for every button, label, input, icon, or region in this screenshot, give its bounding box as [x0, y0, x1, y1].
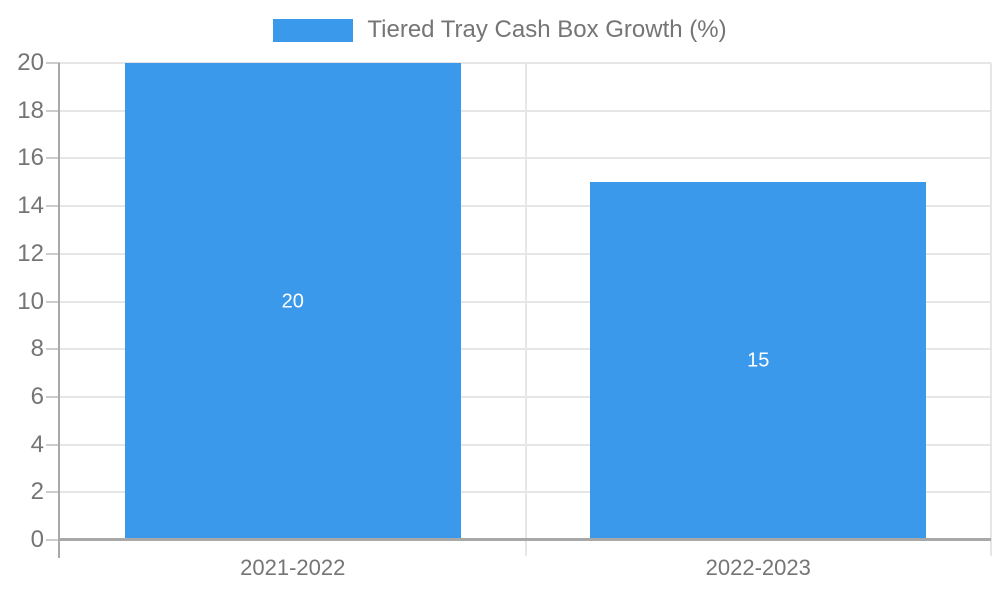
- y-tick-mark-20: [46, 62, 60, 64]
- x-axis-line: [60, 538, 991, 541]
- y-tick-label-12: 12: [17, 239, 44, 267]
- x-tick-label-2022-2023: 2022-2023: [705, 555, 811, 580]
- y-tick-mark-14: [46, 205, 60, 208]
- y-tick-mark-8: [46, 348, 60, 351]
- y-tick-mark-4: [46, 443, 60, 446]
- chart-legend[interactable]: Tiered Tray Cash Box Growth (%): [0, 16, 1000, 44]
- y-axis-labels: 0 2 4 6 8 10 12 14 16 18 20: [0, 51, 60, 552]
- y-tick-mark-18: [46, 109, 60, 112]
- plot-area: 20 15: [58, 62, 992, 558]
- y-tick-label-0: 0: [30, 526, 44, 553]
- y-tick-label-8: 8: [30, 335, 44, 363]
- y-tick-label-20: 20: [17, 49, 44, 76]
- legend-label: Tiered Tray Cash Box Growth (%): [367, 16, 727, 43]
- y-tick-label-6: 6: [30, 382, 44, 410]
- y-axis-line: [58, 63, 60, 558]
- x-tick-label-2021-2022: 2021-2022: [240, 555, 346, 580]
- bar-2022-2023: 15: [590, 182, 927, 540]
- y-tick-label-2: 2: [30, 478, 44, 506]
- y-tick-label-4: 4: [30, 430, 44, 458]
- y-tick-label-18: 18: [17, 96, 44, 124]
- y-tick-mark-16: [46, 157, 60, 160]
- legend-swatch: [273, 18, 354, 42]
- y-tick-mark-2: [46, 491, 60, 494]
- y-tick-label-16: 16: [17, 144, 44, 172]
- y-tick-mark-12: [46, 252, 60, 255]
- y-tick-label-14: 14: [17, 192, 44, 220]
- bar-value-label-2022-2023: 15: [747, 349, 770, 372]
- bar-value-label-2021-2022: 20: [281, 290, 304, 312]
- category-divider: [524, 63, 527, 556]
- y-tick-mark-0: [46, 539, 60, 541]
- y-tick-mark-10: [46, 300, 60, 303]
- plot-right-border: [990, 63, 992, 556]
- x-axis-labels: 2021-2022 2022-2023: [60, 553, 991, 587]
- y-tick-label-10: 10: [17, 287, 44, 315]
- y-tick-mark-6: [46, 395, 60, 398]
- bar-2021-2022: 20: [124, 63, 461, 540]
